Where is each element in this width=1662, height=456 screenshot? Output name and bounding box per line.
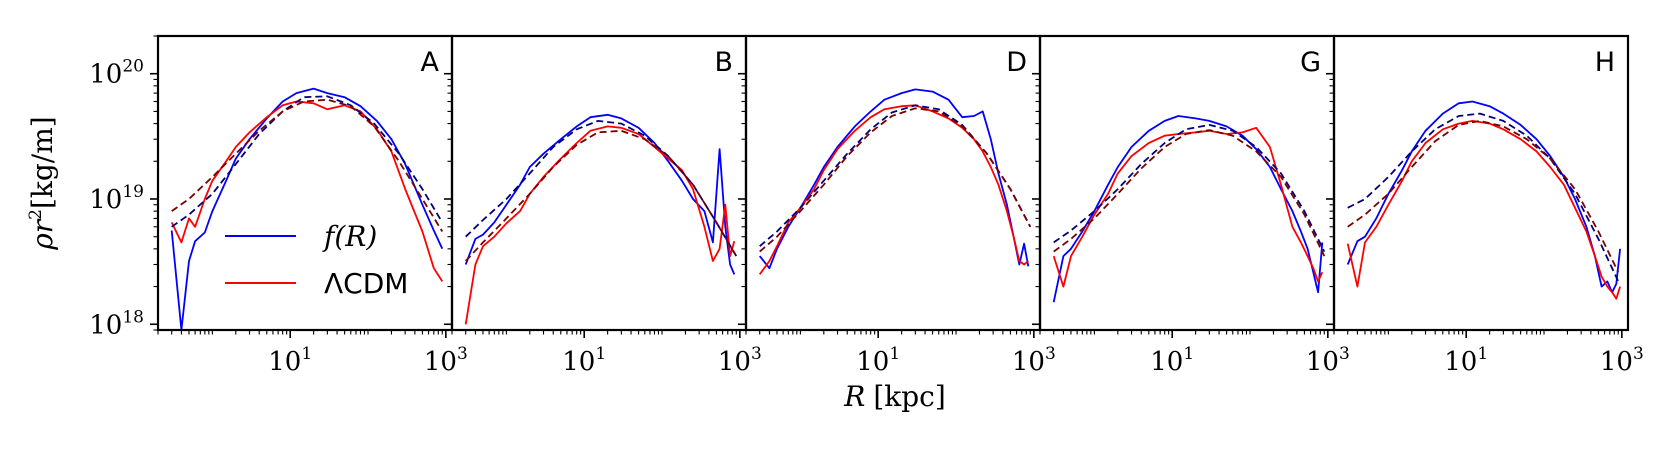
x-tick-label: 103 bbox=[1306, 344, 1350, 377]
panel-frame bbox=[744, 34, 1042, 332]
series-lcdm-b bbox=[464, 125, 736, 325]
panel-b: 101 103 B bbox=[444, 34, 762, 377]
panel-a: 101 103 A bbox=[150, 34, 468, 377]
x-tick-label: 101 bbox=[268, 344, 312, 377]
panel-frame bbox=[1038, 34, 1336, 332]
panel-label: G bbox=[1300, 47, 1321, 78]
series-lcdm-g bbox=[1052, 126, 1324, 288]
y-axis-label: ρr2[kg/m] bbox=[26, 116, 59, 250]
series-fit-fR-g bbox=[1053, 124, 1326, 252]
series-fit-lcdm-h bbox=[1347, 120, 1620, 273]
panel-label: H bbox=[1595, 47, 1615, 78]
x-tick-label: 103 bbox=[1600, 344, 1644, 377]
x-axis-label: R [kpc] bbox=[843, 380, 946, 413]
series-fR-g bbox=[1052, 115, 1324, 303]
x-tick-label: 103 bbox=[718, 344, 762, 377]
x-tick-label: 103 bbox=[1012, 344, 1056, 377]
series-fit-lcdm-g bbox=[1053, 129, 1326, 257]
legend-label-0: f(R) bbox=[322, 220, 377, 253]
x-tick-label: 101 bbox=[856, 344, 900, 377]
panel-g: 101 103 G bbox=[1032, 34, 1350, 377]
y-tick-label: 1020 bbox=[89, 57, 144, 90]
x-tick-label: 101 bbox=[1444, 344, 1488, 377]
series-fit-lcdm-b bbox=[465, 129, 738, 262]
legend-label-1: ΛCDM bbox=[324, 267, 408, 300]
series-fit-fR-b bbox=[465, 120, 738, 257]
series-fR-h bbox=[1346, 100, 1621, 294]
panel-label: A bbox=[421, 47, 440, 78]
panel-label: D bbox=[1006, 47, 1027, 78]
series-fR-b bbox=[464, 113, 736, 275]
series-fit-fR-h bbox=[1347, 112, 1620, 282]
y-tick-label: 1019 bbox=[89, 182, 144, 215]
series-fit-fR-d bbox=[759, 104, 1032, 247]
series-fit-fR-a bbox=[171, 95, 444, 228]
x-tick-label: 101 bbox=[562, 344, 606, 377]
panel-frame bbox=[450, 34, 748, 332]
panel-frame bbox=[1332, 34, 1630, 332]
legend: f(R) ΛCDM bbox=[225, 220, 408, 300]
panel-d: 101 103 D bbox=[738, 34, 1056, 377]
x-tick-label: 101 bbox=[1150, 344, 1194, 377]
panel-label: B bbox=[714, 47, 733, 78]
panel-h: 101 103 H bbox=[1326, 34, 1644, 377]
y-tick-label: 1018 bbox=[89, 307, 144, 340]
series-lcdm-h bbox=[1346, 120, 1621, 300]
x-tick-label: 103 bbox=[424, 344, 468, 377]
series-fit-lcdm-d bbox=[759, 107, 1032, 253]
series-lcdm-a bbox=[170, 100, 444, 282]
